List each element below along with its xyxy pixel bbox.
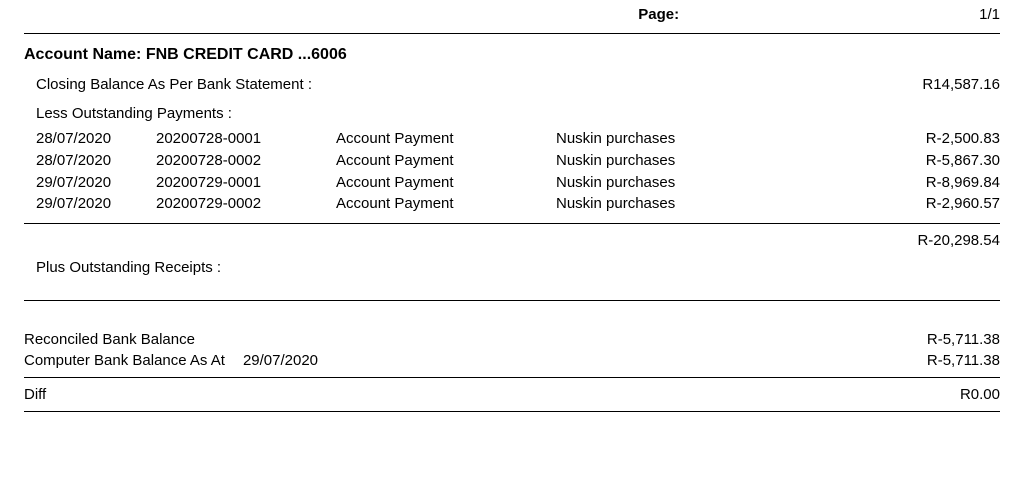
table-row: 29/07/202020200729-0002Account PaymentNu…	[36, 193, 1000, 215]
page-header: Page: 1/1	[24, 0, 1000, 33]
table-row: 29/07/202020200729-0001Account PaymentNu…	[36, 172, 1000, 194]
computer-balance-row: Computer Bank Balance As At 29/07/2020 R…	[24, 350, 1000, 371]
transaction-type: Account Payment	[336, 128, 556, 150]
page-number: 1/1	[979, 6, 1000, 23]
account-name-label: Account Name:	[24, 46, 141, 63]
statement-page: Page: 1/1 Account Name: FNB CREDIT CARD …	[0, 0, 1024, 436]
transaction-type: Account Payment	[336, 150, 556, 172]
divider	[24, 377, 1000, 378]
divider	[24, 411, 1000, 412]
diff-value: R0.00	[960, 386, 1000, 403]
transaction-ref: 20200729-0002	[156, 193, 336, 215]
reconciled-balance-row: Reconciled Bank Balance R-5,711.38	[24, 329, 1000, 350]
closing-balance-row: Closing Balance As Per Bank Statement : …	[24, 74, 1000, 101]
payments-table: 28/07/202020200728-0001Account PaymentNu…	[24, 128, 1000, 215]
transaction-desc: Nuskin purchases	[556, 128, 880, 150]
page-label: Page:	[638, 6, 679, 23]
less-outstanding-payments-label: Less Outstanding Payments :	[24, 101, 1000, 128]
transaction-ref: 20200729-0001	[156, 172, 336, 194]
computer-balance-date: 29/07/2020	[243, 352, 318, 369]
transaction-date: 29/07/2020	[36, 172, 156, 194]
diff-row: Diff R0.00	[24, 384, 1000, 405]
plus-outstanding-receipts-label: Plus Outstanding Receipts :	[24, 255, 1000, 300]
reconciled-balance-label: Reconciled Bank Balance	[24, 331, 195, 348]
reconciled-balance-value: R-5,711.38	[927, 331, 1000, 348]
transaction-date: 29/07/2020	[36, 193, 156, 215]
computer-balance-value: R-5,711.38	[927, 352, 1000, 369]
transaction-desc: Nuskin purchases	[556, 150, 880, 172]
transaction-date: 28/07/2020	[36, 150, 156, 172]
account-name-value: FNB CREDIT CARD ...6006	[146, 46, 347, 63]
table-row: 28/07/202020200728-0001Account PaymentNu…	[36, 128, 1000, 150]
closing-balance-label: Closing Balance As Per Bank Statement :	[36, 76, 312, 93]
closing-balance-value: R14,587.16	[922, 76, 1000, 93]
computer-balance-label: Computer Bank Balance As At	[24, 352, 225, 369]
transaction-desc: Nuskin purchases	[556, 193, 880, 215]
diff-label: Diff	[24, 386, 46, 403]
summary-block: Reconciled Bank Balance R-5,711.38 Compu…	[24, 301, 1000, 412]
payments-subtotal: R-20,298.54	[24, 224, 1000, 255]
transaction-amount: R-2,960.57	[880, 193, 1000, 215]
transaction-ref: 20200728-0002	[156, 150, 336, 172]
transaction-date: 28/07/2020	[36, 128, 156, 150]
transaction-desc: Nuskin purchases	[556, 172, 880, 194]
transaction-ref: 20200728-0001	[156, 128, 336, 150]
transaction-amount: R-8,969.84	[880, 172, 1000, 194]
transaction-amount: R-2,500.83	[880, 128, 1000, 150]
transaction-type: Account Payment	[336, 172, 556, 194]
account-name-row: Account Name: FNB CREDIT CARD ...6006	[24, 34, 1000, 74]
table-row: 28/07/202020200728-0002Account PaymentNu…	[36, 150, 1000, 172]
transaction-amount: R-5,867.30	[880, 150, 1000, 172]
transaction-type: Account Payment	[336, 193, 556, 215]
